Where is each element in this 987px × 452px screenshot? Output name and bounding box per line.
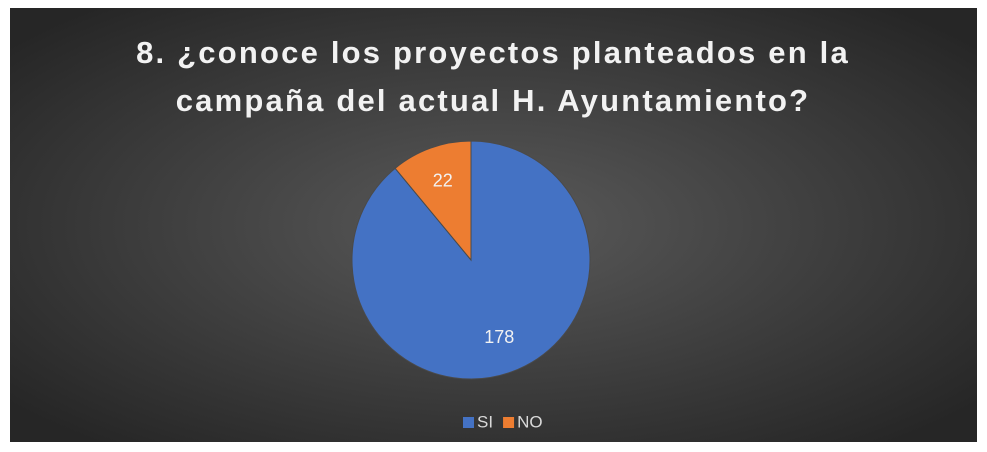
data-label: 22 [433,170,453,190]
legend-label: NO [517,412,543,431]
pie-slice [394,140,472,262]
chart-title: campaña del actual H. Ayuntamiento? [176,83,811,118]
legend-swatch [503,417,515,428]
legend-label: SI [477,412,493,431]
legend-swatch [463,417,474,428]
data-label: 178 [484,327,514,347]
chart-title: 8. ¿conoce los proyectos planteados en l… [136,35,850,70]
